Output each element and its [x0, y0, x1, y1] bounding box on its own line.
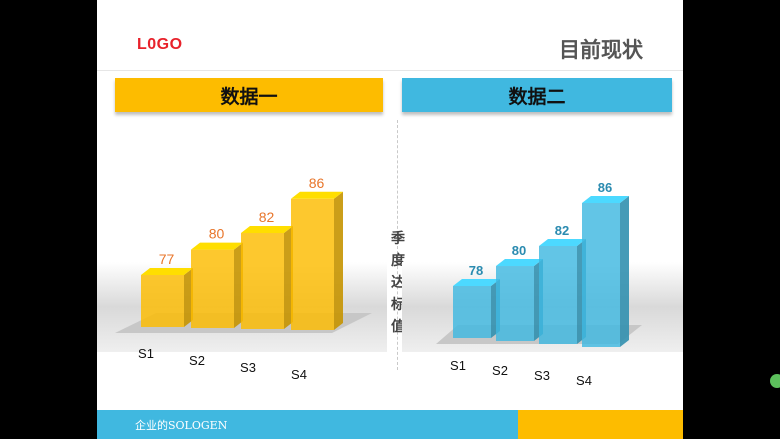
- title-divider: [97, 70, 683, 71]
- middle-label-char: 达: [391, 275, 405, 291]
- middle-label-char: 度: [391, 253, 405, 269]
- bar-top-face: [191, 242, 243, 250]
- floating-badge-icon[interactable]: [770, 374, 780, 388]
- bar: [496, 266, 534, 341]
- category-label: S2: [189, 353, 205, 368]
- bar-top-face: [141, 268, 193, 275]
- bar-value-label: 78: [469, 263, 483, 278]
- left-panel-header-label: 数据一: [220, 85, 278, 108]
- bar: [241, 233, 284, 329]
- bar: [191, 249, 234, 328]
- bar-top-face: [539, 239, 586, 246]
- bar-side-face: [284, 226, 293, 329]
- bar-value-label: 77: [159, 251, 175, 267]
- footer-text: 企业的SOLOGEN: [135, 419, 228, 432]
- bar: [291, 198, 334, 330]
- category-label: S3: [240, 360, 256, 375]
- category-label: S4: [576, 373, 592, 388]
- bar-value-label: 82: [555, 223, 569, 238]
- logo: L0GO: [137, 36, 183, 53]
- bar: [453, 286, 491, 338]
- bar-value-label: 80: [512, 243, 526, 258]
- category-label: S1: [450, 358, 466, 373]
- bar-value-label: 82: [259, 209, 275, 225]
- bar-top-face: [241, 226, 293, 233]
- middle-vertical-label: 季 度 达 标 值: [390, 228, 406, 338]
- middle-label-char: 季: [391, 231, 405, 247]
- bar-top-face: [496, 259, 543, 266]
- right-panel-header: 数据二: [402, 78, 672, 112]
- bar-value-label: 80: [209, 226, 225, 242]
- category-label: S2: [492, 363, 508, 378]
- bar-top-face: [453, 279, 500, 286]
- footer-accent: [518, 410, 683, 439]
- left-bar-chart: 77 S1 80 S2 82 S3 86 S4: [97, 175, 387, 382]
- bar-top-face: [582, 196, 629, 203]
- middle-label-char: 标: [391, 297, 405, 313]
- page-title: 目前现状: [559, 38, 643, 62]
- bar: [539, 246, 577, 344]
- footer-bar: 企业的SOLOGEN: [97, 410, 683, 439]
- right-bar-chart: 78 S1 80 S2 82 S3 86 S4: [402, 180, 683, 388]
- bar-side-face: [184, 268, 193, 327]
- category-label: S1: [138, 346, 154, 361]
- bar-side-face: [620, 196, 629, 347]
- middle-label-char: 值: [391, 319, 405, 335]
- category-label: S3: [534, 368, 550, 383]
- center-divider: [397, 120, 398, 370]
- bar-side-face: [334, 191, 343, 330]
- category-label: S4: [291, 367, 307, 382]
- bar: [141, 275, 184, 327]
- bar-side-face: [234, 242, 243, 328]
- right-panel-header-label: 数据二: [508, 85, 566, 108]
- bar-value-label: 86: [598, 180, 612, 195]
- bar: [582, 203, 620, 347]
- bar-top-face: [291, 191, 343, 199]
- bar-value-label: 86: [309, 175, 325, 191]
- left-panel-header: 数据一: [115, 78, 383, 112]
